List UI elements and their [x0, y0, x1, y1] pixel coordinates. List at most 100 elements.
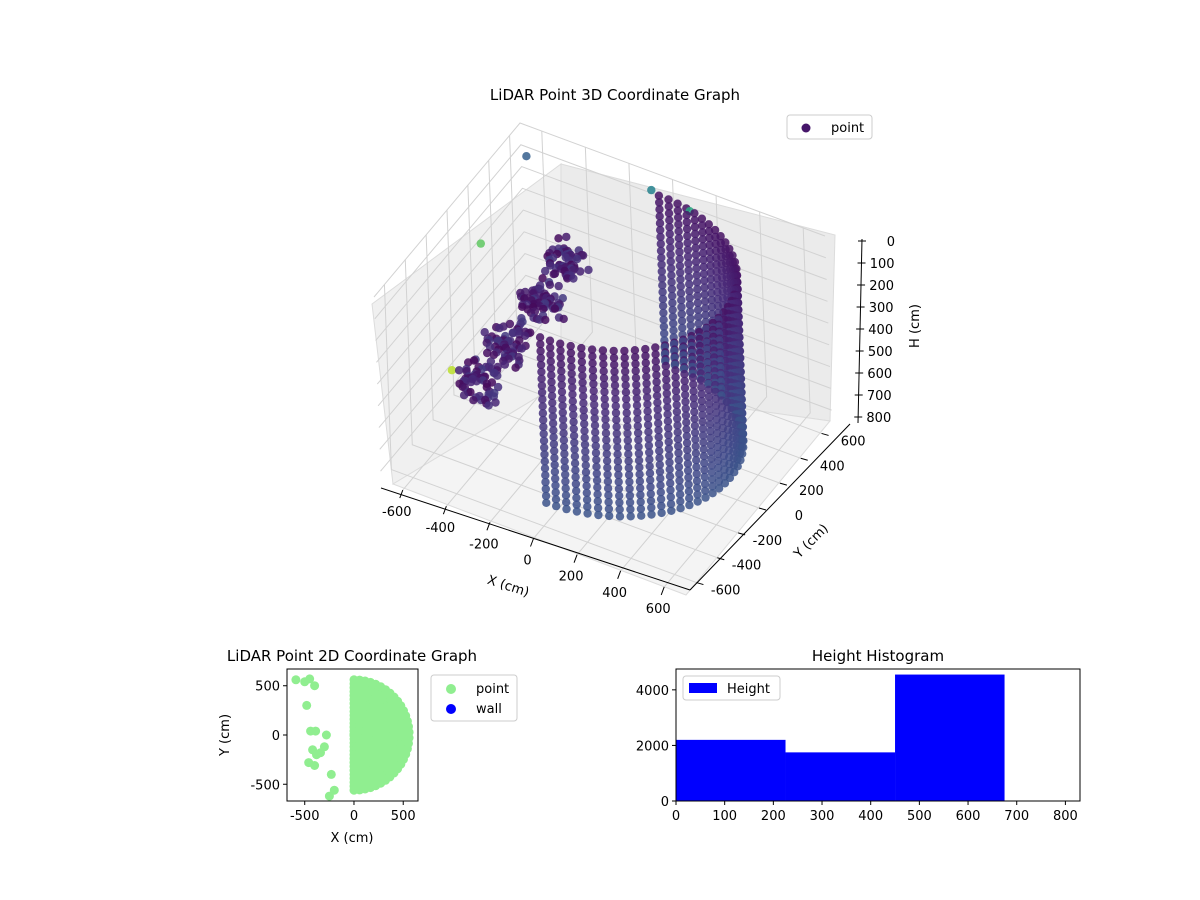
data-point-3d [683, 231, 692, 241]
grid-line-y [404, 259, 718, 559]
data-point-3d [466, 377, 476, 387]
data-point-3d [540, 443, 549, 452]
data-point-3d [550, 453, 559, 463]
data-point-3d [699, 445, 708, 454]
data-point-3d [700, 297, 710, 306]
data-point-3d [641, 344, 650, 354]
data-point-3d [691, 229, 700, 239]
data-point-3d [550, 304, 560, 313]
data-point-3d [656, 488, 665, 497]
data-point-3d [476, 239, 485, 248]
data-point-3d [683, 238, 692, 247]
data-point-3d [641, 351, 650, 361]
data-point-3d [559, 429, 568, 438]
data-point-3d [550, 460, 559, 469]
data-point-3d [622, 415, 632, 424]
chart-3d-legend-marker [801, 123, 811, 133]
data-point-3d [666, 243, 675, 252]
data-point-3d [536, 346, 545, 356]
data-point-3d [601, 408, 610, 417]
data-point-3d [692, 469, 701, 479]
data-point-3d [700, 458, 709, 468]
data-point-3d [571, 466, 580, 475]
data-point-3d [683, 252, 693, 261]
data-point-3d [665, 216, 674, 225]
histogram-y-tick-label: 0 [661, 795, 669, 810]
data-point-3d [706, 440, 715, 450]
data-point-3d [536, 353, 545, 363]
data-point-3d [658, 301, 668, 311]
data-point-3d [559, 422, 568, 431]
data-point-3d [658, 287, 667, 297]
data-point-3d [665, 472, 675, 481]
data-point-2d [305, 674, 315, 684]
histogram-legend: Height [682, 675, 781, 701]
data-point-3d [625, 484, 634, 493]
data-point-3d [707, 468, 716, 477]
data-point-3d [698, 221, 707, 230]
data-point-3d [667, 278, 676, 287]
data-point-2d [310, 681, 320, 691]
data-point-3d [663, 417, 673, 426]
data-point-3d [681, 411, 691, 420]
data-point-3d [601, 429, 611, 438]
histogram-x-tick-label: 300 [810, 809, 835, 824]
x-tick-mark [530, 538, 534, 547]
data-point-3d [675, 247, 684, 257]
data-point-3d [611, 388, 620, 397]
data-point-3d [651, 350, 660, 359]
data-point-3d [647, 503, 656, 512]
data-point-3d [674, 448, 683, 458]
data-point-3d [589, 379, 598, 389]
data-point-3d [590, 407, 599, 416]
x-tick-label: 200 [559, 570, 584, 585]
chart-2d-ticks: -500 0 500 500 0 -500 [250, 680, 415, 824]
data-point-3d [556, 360, 566, 369]
data-point-3d [635, 477, 645, 486]
data-point-3d [700, 465, 709, 475]
data-point-3d [591, 448, 601, 458]
data-point-3d [568, 383, 577, 392]
data-point-3d [447, 366, 457, 375]
data-point-3d [566, 341, 575, 351]
y-tick-mark [696, 582, 704, 586]
data-point-3d [675, 240, 684, 250]
data-point-3d [547, 384, 556, 394]
data-point-3d [666, 250, 675, 259]
data-point-3d [673, 414, 682, 423]
data-point-3d [620, 353, 629, 362]
y-tick-mark [738, 532, 746, 536]
histogram-x-tick-label: 600 [956, 809, 981, 824]
data-point-3d [548, 405, 557, 414]
data-point-3d [675, 469, 684, 478]
data-point-3d [651, 357, 660, 366]
data-point-3d [631, 352, 640, 362]
data-point-3d [540, 457, 549, 466]
data-point-3d [551, 474, 560, 483]
histogram-title: Height Histogram [812, 647, 944, 665]
data-point-3d [662, 375, 671, 384]
y-tick-mark [758, 507, 767, 511]
data-point-3d [545, 280, 555, 289]
data-point-3d [592, 455, 601, 464]
data-point-3d [666, 479, 675, 488]
data-point-3d [707, 454, 716, 463]
data-point-3d [558, 394, 567, 403]
data-point-3d [675, 254, 684, 264]
data-point-3d [567, 376, 577, 385]
chart-2d-legend-label-point: point [476, 682, 509, 697]
data-point-3d [602, 435, 611, 445]
data-point-3d [657, 501, 666, 511]
data-point-3d [546, 357, 555, 366]
data-point-3d [673, 435, 683, 444]
data-point-3d [693, 285, 702, 294]
data-point-3d [672, 393, 681, 403]
data-point-3d [624, 470, 634, 480]
data-point-3d [538, 274, 547, 283]
data-point-3d [552, 501, 561, 511]
data-point-3d [686, 321, 695, 330]
z-axis-line [857, 238, 863, 424]
data-point-3d [572, 507, 582, 516]
data-point-3d [652, 377, 661, 387]
data-point-3d [591, 441, 600, 451]
